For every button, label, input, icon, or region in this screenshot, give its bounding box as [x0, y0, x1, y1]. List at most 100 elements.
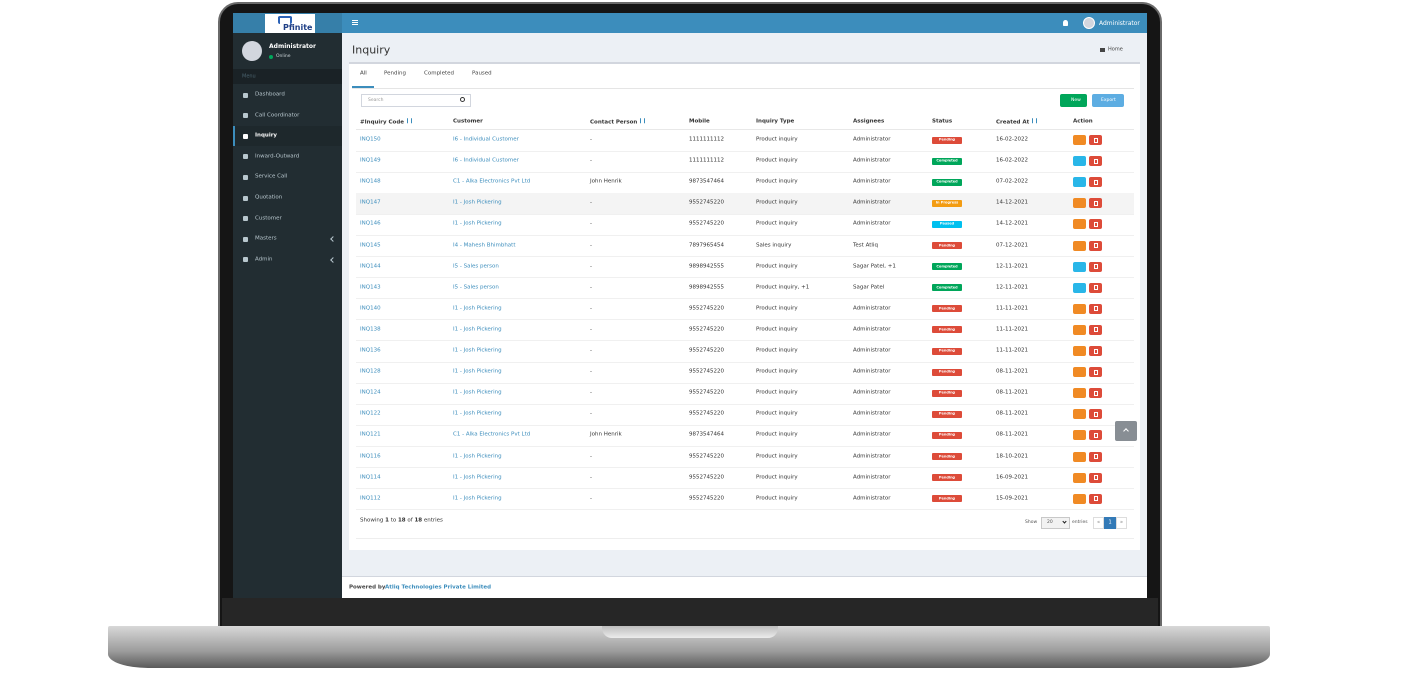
table-link[interactable]: I5 - Sales person: [453, 262, 499, 269]
delete-button[interactable]: [1089, 282, 1102, 293]
column-header[interactable]: Created At: [996, 118, 1038, 126]
footer-company[interactable]: Atliq Technologies Private Limited: [385, 584, 492, 591]
edit-button[interactable]: [1073, 198, 1086, 209]
sidebar-item[interactable]: Masters: [255, 235, 277, 242]
table-link[interactable]: INQ122: [360, 410, 381, 417]
delete-button[interactable]: [1089, 156, 1102, 167]
table-link[interactable]: I4 - Mahesh Bhimbhatt: [453, 241, 516, 248]
menu-toggle[interactable]: [352, 20, 358, 25]
sort-icon[interactable]: [1032, 118, 1038, 124]
next-button[interactable]: [1116, 517, 1127, 529]
sidebar-item[interactable]: Service Call: [255, 173, 288, 180]
table-link[interactable]: INQ124: [360, 389, 381, 396]
table-link[interactable]: INQ138: [360, 326, 381, 333]
table-link[interactable]: I1 - Josh Pickering: [453, 220, 502, 227]
table-link[interactable]: I1 - Josh Pickering: [453, 326, 502, 333]
table-link[interactable]: I1 - Josh Pickering: [453, 199, 502, 206]
table-link[interactable]: I5 - Sales person: [453, 283, 499, 290]
table-link[interactable]: INQ116: [360, 452, 381, 459]
table-link[interactable]: INQ149: [360, 157, 381, 164]
delete-button[interactable]: [1089, 240, 1102, 251]
sort-icon[interactable]: [640, 118, 646, 124]
delete-button[interactable]: [1089, 451, 1102, 462]
column-header[interactable]: Contact Person: [590, 118, 646, 126]
delete-button[interactable]: [1089, 346, 1102, 356]
delete-button[interactable]: [1089, 367, 1102, 378]
edit-button[interactable]: [1073, 240, 1086, 251]
table-link[interactable]: I1 - Josh Pickering: [453, 494, 502, 501]
page-button[interactable]: [1104, 517, 1116, 529]
tab[interactable]: Completed: [424, 70, 454, 77]
view-button[interactable]: [1073, 156, 1086, 167]
table-link[interactable]: INQ112: [360, 494, 381, 501]
delete-button[interactable]: [1089, 261, 1102, 272]
notification-bell[interactable]: [1063, 20, 1068, 26]
view-button[interactable]: [1073, 282, 1086, 293]
table-link[interactable]: INQ140: [360, 305, 381, 312]
table-link[interactable]: INQ136: [360, 347, 381, 354]
tab[interactable]: Pending: [384, 70, 406, 77]
column-header[interactable]: #Inquiry Code: [360, 118, 413, 126]
tab[interactable]: All: [360, 70, 367, 77]
table-link[interactable]: I1 - Josh Pickering: [453, 473, 502, 480]
sidebar-item[interactable]: Customer: [255, 214, 282, 221]
table-link[interactable]: I6 - Individual Customer: [453, 157, 519, 164]
delete-button[interactable]: [1089, 430, 1102, 441]
table-link[interactable]: C1 - Alka Electronics Pvt Ltd: [453, 431, 531, 438]
table-link[interactable]: INQ114: [360, 473, 381, 480]
sort-icon[interactable]: [407, 118, 413, 124]
prev-button[interactable]: [1093, 517, 1104, 529]
delete-button[interactable]: [1089, 472, 1102, 483]
view-button[interactable]: [1073, 261, 1086, 272]
table-link[interactable]: I1 - Josh Pickering: [453, 389, 502, 396]
edit-button[interactable]: [1073, 324, 1086, 335]
delete-button[interactable]: [1089, 177, 1102, 188]
edit-button[interactable]: [1073, 135, 1086, 145]
delete-button[interactable]: [1089, 324, 1102, 335]
sidebar-item[interactable]: Quotation: [255, 194, 283, 201]
edit-button[interactable]: [1073, 493, 1086, 504]
delete-button[interactable]: [1089, 409, 1102, 420]
table-link[interactable]: I1 - Josh Pickering: [453, 347, 502, 354]
table-link[interactable]: I6 - Individual Customer: [453, 136, 519, 143]
view-button[interactable]: [1073, 177, 1086, 188]
table-link[interactable]: C1 - Alka Electronics Pvt Ltd: [453, 178, 531, 185]
table-link[interactable]: I1 - Josh Pickering: [453, 368, 502, 375]
nav-user[interactable]: Administrator: [1099, 20, 1140, 27]
edit-button[interactable]: [1073, 472, 1086, 483]
sidebar-item[interactable]: Admin: [255, 256, 273, 263]
table-link[interactable]: INQ148: [360, 178, 381, 185]
table-link[interactable]: I1 - Josh Pickering: [453, 305, 502, 312]
edit-button[interactable]: [1073, 303, 1086, 314]
delete-button[interactable]: [1089, 219, 1102, 230]
table-link[interactable]: INQ143: [360, 283, 381, 290]
table-link[interactable]: INQ146: [360, 220, 381, 227]
edit-button[interactable]: [1073, 219, 1086, 230]
edit-button[interactable]: [1073, 451, 1086, 462]
edit-button[interactable]: [1073, 430, 1086, 441]
delete-button[interactable]: [1089, 198, 1102, 209]
scroll-top-button[interactable]: [1115, 421, 1137, 441]
edit-button[interactable]: [1073, 409, 1086, 420]
tab[interactable]: Paused: [472, 70, 492, 77]
table-link[interactable]: INQ128: [360, 368, 381, 375]
export-button[interactable]: [1092, 94, 1124, 107]
sidebar-item[interactable]: Call Coordinator: [255, 111, 300, 118]
sidebar-item[interactable]: Inquiry: [255, 132, 277, 139]
search-input[interactable]: [361, 94, 471, 107]
sidebar-item[interactable]: Dashboard: [255, 91, 285, 98]
table-link[interactable]: INQ121: [360, 431, 381, 438]
breadcrumb[interactable]: Home: [1108, 46, 1123, 53]
delete-button[interactable]: [1089, 135, 1102, 145]
sidebar-item[interactable]: Inward-Outward: [255, 153, 300, 160]
table-link[interactable]: INQ145: [360, 241, 381, 248]
delete-button[interactable]: [1089, 493, 1102, 504]
table-link[interactable]: INQ150: [360, 136, 381, 143]
edit-button[interactable]: [1073, 367, 1086, 378]
edit-button[interactable]: [1073, 388, 1086, 399]
table-link[interactable]: INQ147: [360, 199, 381, 206]
table-link[interactable]: INQ144: [360, 262, 381, 269]
table-link[interactable]: I1 - Josh Pickering: [453, 410, 502, 417]
edit-button[interactable]: [1073, 346, 1086, 356]
delete-button[interactable]: [1089, 303, 1102, 314]
